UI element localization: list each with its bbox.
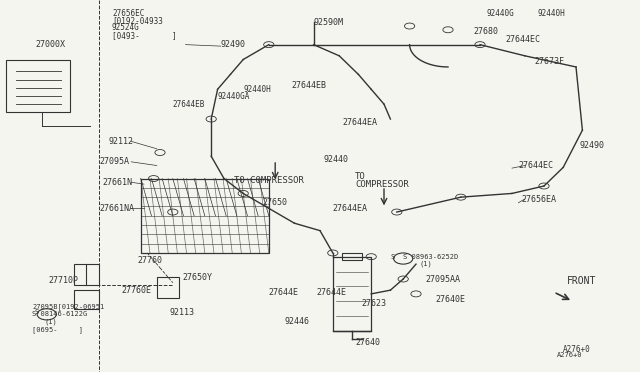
- Text: A276+0: A276+0: [557, 352, 582, 358]
- Text: 27095B[0192-06951: 27095B[0192-06951: [32, 304, 104, 310]
- Text: 92440: 92440: [323, 155, 348, 164]
- Text: 27656EC: 27656EC: [112, 9, 145, 17]
- Text: 27760E: 27760E: [122, 286, 152, 295]
- Bar: [157, 277, 179, 298]
- Text: 92446: 92446: [285, 317, 310, 326]
- Text: 92440H: 92440H: [538, 9, 565, 17]
- Text: S: S: [35, 310, 38, 315]
- Text: 27640: 27640: [355, 338, 380, 347]
- Text: (1): (1): [45, 318, 58, 325]
- Text: (1): (1): [419, 261, 432, 267]
- Text: 27644EB: 27644EB: [173, 100, 205, 109]
- Text: 27095A: 27095A: [99, 157, 129, 166]
- Text: 92524G: 92524G: [112, 23, 140, 32]
- Text: 27650Y: 27650Y: [182, 273, 212, 282]
- Text: A276+0: A276+0: [563, 345, 591, 354]
- Text: [0695-     ]: [0695- ]: [32, 326, 83, 333]
- Text: 92112: 92112: [109, 137, 134, 146]
- Bar: [74, 290, 99, 309]
- Text: 27095AA: 27095AA: [426, 275, 461, 283]
- Bar: [342, 253, 362, 260]
- Text: 92440GA: 92440GA: [218, 92, 250, 101]
- Text: 27000X: 27000X: [35, 40, 65, 49]
- Bar: [6, 60, 70, 112]
- Text: COMPRESSOR: COMPRESSOR: [355, 180, 409, 189]
- Text: [0192-04933: [0192-04933: [112, 16, 163, 25]
- Text: 27644E: 27644E: [317, 288, 347, 296]
- Text: TO COMPRESSOR: TO COMPRESSOR: [234, 176, 303, 185]
- Text: 27656EA: 27656EA: [522, 195, 557, 203]
- Text: 27644EC: 27644EC: [518, 161, 554, 170]
- Bar: [333, 257, 371, 331]
- Text: 27661N: 27661N: [102, 178, 132, 187]
- Text: [0493-       ]: [0493- ]: [112, 31, 177, 40]
- Text: 27673F: 27673F: [534, 57, 564, 66]
- Text: 27644E: 27644E: [269, 288, 299, 296]
- Text: S 08963-6252D: S 08963-6252D: [403, 254, 458, 260]
- Bar: [74, 264, 99, 285]
- Bar: [141, 179, 269, 253]
- Text: 92490: 92490: [221, 40, 246, 49]
- Text: 27644EA: 27644EA: [333, 204, 368, 213]
- Text: 27644EB: 27644EB: [291, 81, 326, 90]
- Text: 92590M: 92590M: [314, 18, 344, 27]
- Text: 27644EA: 27644EA: [342, 118, 378, 127]
- Text: 27710P: 27710P: [48, 276, 78, 285]
- Text: 92440G: 92440G: [486, 9, 514, 17]
- Text: TO: TO: [355, 172, 366, 181]
- Text: 27650: 27650: [262, 198, 287, 207]
- Text: S 08146-6122G: S 08146-6122G: [32, 311, 87, 317]
- Text: 92440H: 92440H: [243, 85, 271, 94]
- Text: 27760: 27760: [138, 256, 163, 265]
- Text: 27680: 27680: [474, 27, 499, 36]
- Text: 27640E: 27640E: [435, 295, 465, 304]
- Text: 92490: 92490: [579, 141, 604, 150]
- Text: 27661NA: 27661NA: [99, 204, 134, 213]
- Text: FRONT: FRONT: [566, 276, 596, 286]
- Text: 27623: 27623: [362, 299, 387, 308]
- Text: 92113: 92113: [170, 308, 195, 317]
- Text: S: S: [391, 254, 395, 260]
- Text: 27644EC: 27644EC: [506, 35, 541, 44]
